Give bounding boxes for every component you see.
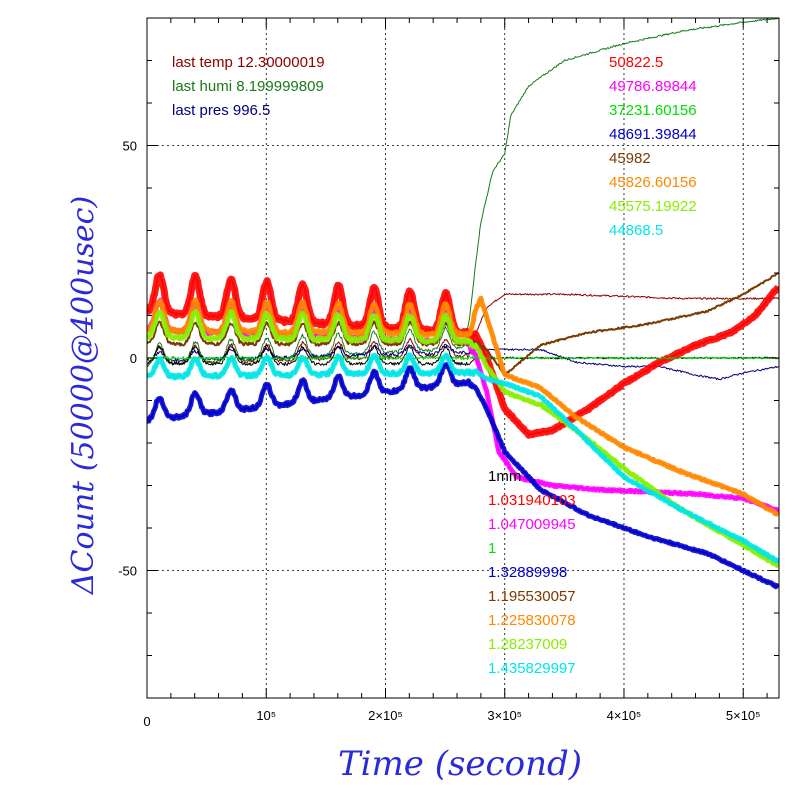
count_labels-5: 45826.60156 [609,174,697,191]
scale_labels-2: 1.047009945 [488,516,576,533]
annotations: last temp 12.30000019 last humi 8.1999998… [172,54,697,677]
series-line-7 [147,363,779,588]
count_labels-3: 48691.39844 [609,126,697,143]
series-band-7 [147,362,779,590]
count_labels-4: 45982 [609,150,651,167]
x-tick-label: 3×10⁵ [487,708,522,723]
scale_labels-3: 1 [488,540,496,557]
count_labels-7: 44868.5 [609,222,663,239]
scale_labels-7: 1.28237009 [488,636,567,653]
series-line-9 [147,297,779,516]
scale_labels-6: 1.225830078 [488,612,576,629]
x-tick-label: 0 [143,714,150,729]
count_labels-1: 49786.89844 [609,78,697,95]
y-tick-label: -50 [118,564,137,579]
plot-series [147,18,779,590]
y-tick-label: 50 [123,139,137,154]
scale_labels-1: 1.031940103 [488,492,576,509]
scale_labels-0: 1mm [488,468,521,485]
count_labels-0: 50822.5 [609,54,663,71]
scale_labels-8: 1.435829997 [488,660,576,677]
y-axis-title: ΔCount (50000@400usec) [66,196,101,595]
x-tick-label: 2×10⁵ [368,708,403,723]
env_labels-0: last temp 12.30000019 [172,54,325,71]
y-tick-label: 0 [130,351,137,366]
count_labels-2: 37231.60156 [609,102,697,119]
env_labels-1: last humi 8.199999809 [172,78,324,95]
series-line-2 [147,343,779,381]
x-tick-label: 4×10⁵ [607,708,642,723]
x-axis-title: Time (second) [338,744,582,784]
x-tick-label: 10⁵ [256,708,276,723]
count_labels-6: 45575.19922 [609,198,697,215]
series-line-11 [147,354,779,563]
scale_labels-4: 1.32889998 [488,564,567,581]
x-tick-label: 5×10⁵ [726,708,761,723]
axis-ticks: 0 10⁵ 2×10⁵ 3×10⁵ 4×10⁵ 5×10⁵ 50 0 -50 [118,18,779,729]
series-line-1 [147,18,779,367]
series-line-6 [147,355,779,361]
env_labels-2: last pres 996.5 [172,102,270,119]
scale_labels-5: 1.195530057 [488,588,576,605]
